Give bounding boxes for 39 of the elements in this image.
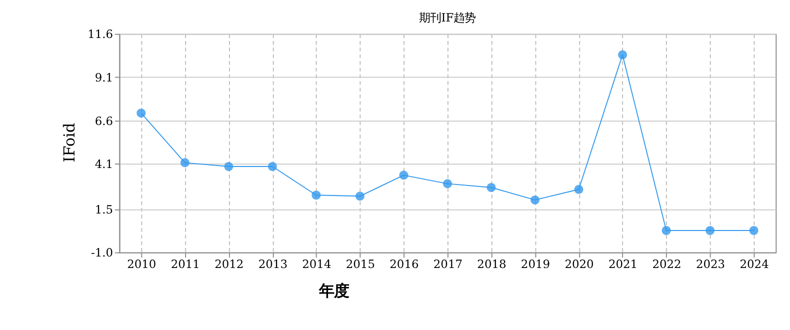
y-tick-label: -1.0 — [91, 246, 114, 260]
point — [442, 179, 452, 188]
point — [355, 192, 364, 201]
point — [530, 195, 540, 204]
x-tick-label: 2022 — [652, 257, 682, 272]
y-tick-label: 1.5 — [94, 202, 114, 216]
point — [574, 184, 584, 194]
chart-title: 期刊IF趋势 — [419, 10, 476, 24]
x-tick-label: 2021 — [608, 257, 638, 272]
x-tick-label: 2015 — [346, 257, 375, 272]
y-axis-title: IFoid — [60, 122, 78, 162]
point — [486, 182, 496, 192]
point — [224, 162, 234, 172]
point — [312, 190, 321, 200]
point — [268, 162, 277, 172]
x-tick-label: 2011 — [170, 257, 200, 272]
point — [706, 226, 715, 236]
x-tick-label: 2023 — [696, 257, 726, 272]
x-tick-label: 2017 — [433, 257, 463, 272]
x-axis-title: 年度 — [318, 282, 349, 300]
x-tick-label: 2010 — [127, 257, 156, 272]
x-tick-label: 2013 — [258, 257, 288, 272]
point — [136, 108, 146, 118]
point — [399, 170, 408, 180]
x-tick-label: 2024 — [740, 257, 769, 272]
y-tick-label: 4.1 — [94, 157, 114, 172]
x-tick-label: 2012 — [214, 257, 244, 272]
point — [749, 226, 758, 236]
y-tick-label: 9.1 — [94, 70, 114, 84]
x-tick-label: 2019 — [520, 257, 550, 272]
x-tick-label: 2016 — [390, 257, 419, 272]
point — [180, 158, 190, 168]
y-tick-label: 6.6 — [94, 114, 114, 128]
x-tick-label: 2020 — [564, 257, 594, 272]
x-tick-label: 2018 — [477, 257, 506, 272]
point — [662, 226, 671, 236]
point — [618, 50, 628, 60]
x-tick-label: 2014 — [302, 257, 332, 272]
y-tick-label: 11.6 — [88, 27, 114, 42]
